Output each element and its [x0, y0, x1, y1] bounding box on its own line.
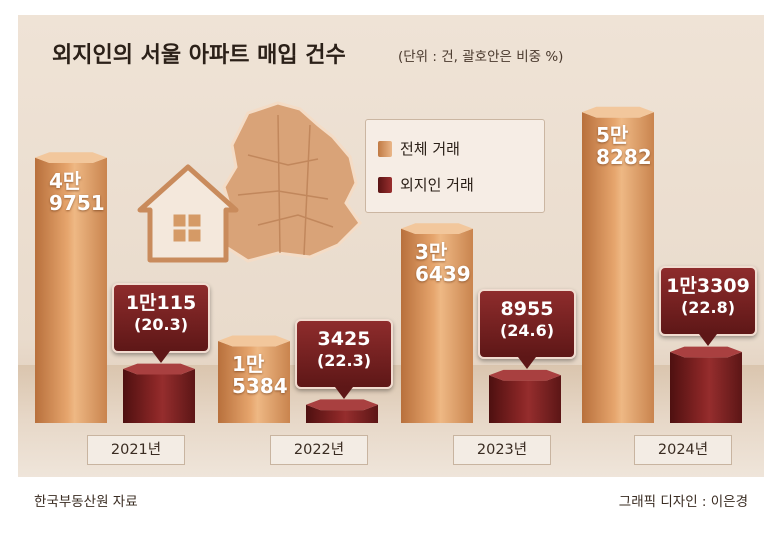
nonresident-share-label: (22.8) — [680, 298, 736, 318]
chart-panel: 외지인의 서울 아파트 매입 건수 (단위 : 건, 괄호안은 비중 %) 전체… — [18, 15, 764, 477]
chart-title: 외지인의 서울 아파트 매입 건수 — [52, 43, 346, 68]
nonresident-share-label: (24.6) — [499, 321, 555, 341]
source-note: 한국부동산원 자료 — [34, 494, 138, 510]
total-value-label-low: 9751 — [49, 190, 105, 215]
year-label: 2022년 — [270, 435, 368, 465]
nonresident-value-callout: 8955 (24.6) — [478, 289, 576, 370]
total-bar — [582, 106, 654, 424]
total-value-label: 3만 6439 — [415, 241, 471, 285]
nonresident-share-label: (20.3) — [133, 315, 189, 335]
seoul-map-house-illustration — [137, 101, 362, 263]
year-label: 2023년 — [453, 435, 551, 465]
nonresident-value-callout: 1만3309 (22.8) — [659, 266, 757, 347]
nonresident-value-label: 3425 — [317, 327, 371, 350]
total-value-label-high: 3만 — [415, 239, 448, 264]
legend-swatch-total — [378, 140, 392, 157]
total-bar — [401, 223, 473, 423]
legend-label-total: 전체 거래 — [400, 140, 460, 158]
total-bar — [35, 152, 107, 424]
nonresident-value-label: 8955 — [500, 298, 554, 321]
legend-item-nonresident: 외지인 거래 — [378, 174, 474, 195]
total-value-label-low: 6439 — [415, 261, 471, 286]
total-value-label-high: 5만 — [596, 123, 629, 148]
legend: 전체 거래 외지인 거래 — [365, 119, 545, 213]
nonresident-bar — [489, 369, 561, 423]
nonresident-value-callout: 1만115 (20.3) — [112, 283, 210, 364]
legend-label-nonresident: 외지인 거래 — [400, 176, 474, 194]
nonresident-bar — [123, 363, 195, 423]
unit-note: (단위 : 건, 괄호안은 비중 %) — [398, 49, 564, 65]
total-value-label-high: 4만 — [49, 168, 82, 193]
total-value-label: 5만 8282 — [596, 124, 652, 168]
year-label: 2024년 — [634, 435, 732, 465]
nonresident-share-label: (22.3) — [316, 350, 372, 370]
house-icon — [137, 164, 239, 263]
credit-note: 그래픽 디자인 : 이은경 — [618, 494, 748, 510]
total-value-label: 4만 9751 — [49, 170, 105, 214]
total-bar — [218, 335, 290, 423]
nonresident-bar — [306, 399, 378, 423]
total-value-label-low: 5384 — [232, 373, 288, 398]
total-value-label-low: 8282 — [596, 145, 652, 170]
nonresident-value-label: 1만115 — [125, 292, 197, 315]
bars-layer — [35, 106, 742, 424]
total-value-label: 1만 5384 — [232, 353, 288, 397]
total-value-label-high: 1만 — [232, 351, 265, 376]
nonresident-value-label: 1만3309 — [666, 275, 750, 298]
nonresident-value-callout: 3425 (22.3) — [295, 318, 393, 399]
seoul-map-icon — [218, 101, 362, 263]
legend-item-total: 전체 거래 — [378, 138, 460, 159]
nonresident-bar — [670, 346, 742, 423]
year-label: 2021년 — [87, 435, 185, 465]
legend-swatch-nonresident — [378, 176, 392, 193]
